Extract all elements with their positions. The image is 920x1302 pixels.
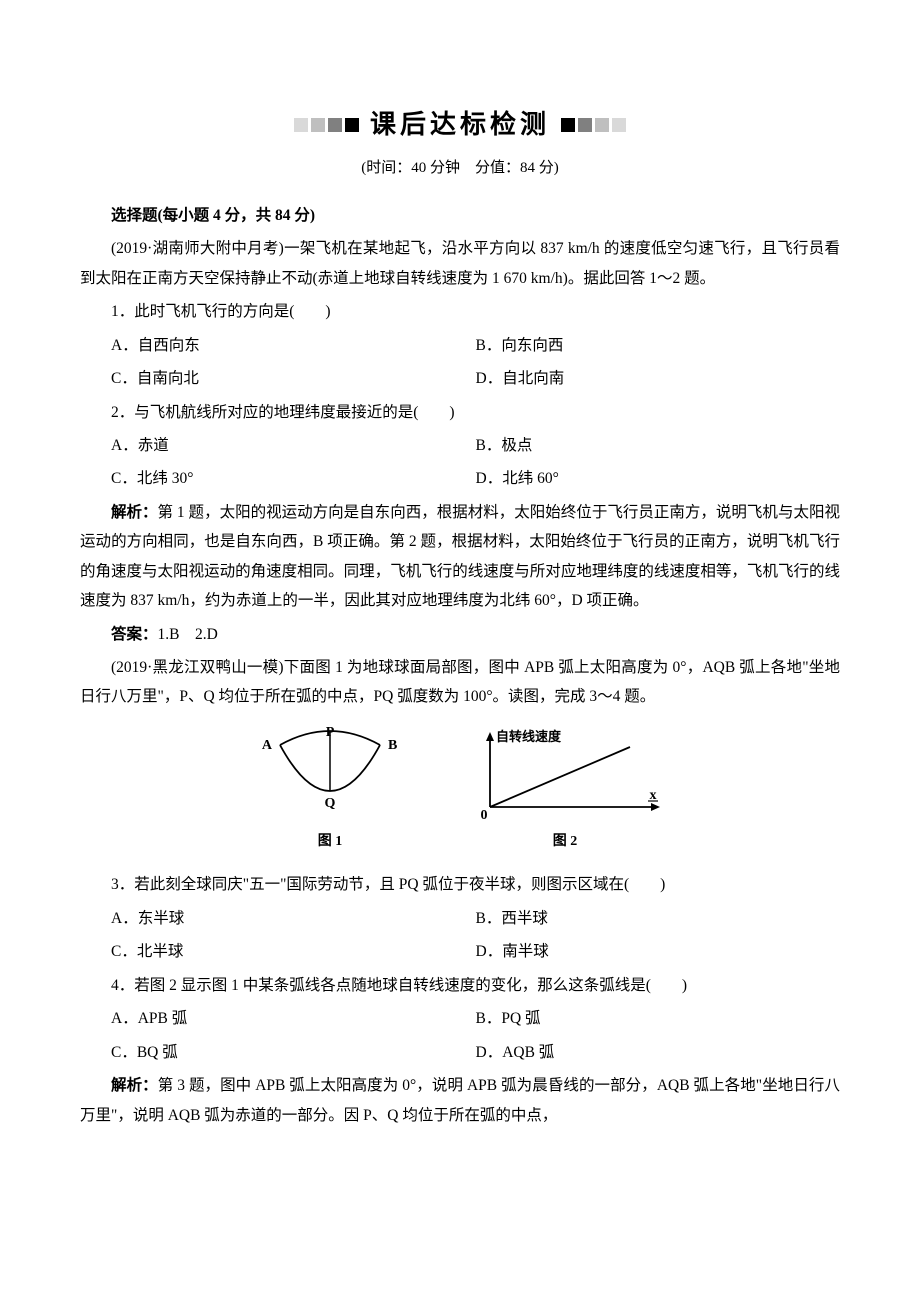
analysis-text: 第 3 题，图中 APB 弧上太阳高度为 0°，说明 APB 弧为晨昏线的一部分…: [80, 1077, 840, 1123]
q3-option-c: C．北半球: [111, 937, 476, 966]
q4-option-d: D．AQB 弧: [476, 1038, 841, 1067]
title-section: 课后达标检测: [80, 100, 840, 149]
fig2-xlabel: x: [650, 788, 657, 803]
passage1-answer: 答案：1.B 2.D: [80, 620, 840, 649]
figure1-svg: A B P Q: [250, 727, 410, 827]
section-heading: 选择题(每小题 4 分，共 84 分): [80, 201, 840, 230]
fig1-label-a: A: [262, 738, 273, 753]
title-decoration: 课后达标检测: [294, 100, 626, 149]
q4-option-b: B．PQ 弧: [476, 1004, 841, 1033]
q4-option-c: C．BQ 弧: [111, 1038, 476, 1067]
passage2-analysis: 解析：第 3 题，图中 APB 弧上太阳高度为 0°，说明 APB 弧为晨昏线的…: [80, 1071, 840, 1130]
q4-stem: 4．若图 2 显示图 1 中某条弧线各点随地球自转线速度的变化，那么这条弧线是(…: [80, 971, 840, 1000]
figure2-caption: 图 2: [553, 829, 578, 856]
fade-box-icon: [345, 118, 359, 132]
q1-options-row2: C．自南向北 D．自北向南: [80, 364, 840, 393]
q3-options-row2: C．北半球 D．南半球: [80, 937, 840, 966]
analysis-label: 解析：: [111, 504, 158, 521]
passage2-intro: (2019·黑龙江双鸭山一模)下面图 1 为地球球面局部图，图中 APB 弧上太…: [80, 653, 840, 712]
fade-box-icon: [612, 118, 626, 132]
q3-option-d: D．南半球: [476, 937, 841, 966]
q3-option-a: A．东半球: [111, 904, 476, 933]
q3-option-b: B．西半球: [476, 904, 841, 933]
q2-option-d: D．北纬 60°: [476, 464, 841, 493]
fade-box-icon: [311, 118, 325, 132]
q2-options-row1: A．赤道 B．极点: [80, 431, 840, 460]
fade-box-icon: [578, 118, 592, 132]
fade-box-icon: [561, 118, 575, 132]
passage1-analysis: 解析：第 1 题，太阳的视运动方向是自东向西，根据材料，太阳始终位于飞行员正南方…: [80, 498, 840, 616]
subtitle: (时间：40 分钟 分值：84 分): [80, 154, 840, 183]
q1-stem: 1．此时飞机飞行的方向是( ): [80, 297, 840, 326]
fig1-label-b: B: [388, 738, 397, 753]
q1-option-d: D．自北向南: [476, 364, 841, 393]
q4-options-row1: A．APB 弧 B．PQ 弧: [80, 1004, 840, 1033]
page-title: 课后达标检测: [370, 100, 550, 149]
q1-option-a: A．自西向东: [111, 331, 476, 360]
figure-container: A B P Q 图 1 自转线速度 0 x 图 2: [80, 727, 840, 856]
analysis-label: 解析：: [111, 1077, 158, 1094]
q2-option-b: B．极点: [476, 431, 841, 460]
q4-options-row2: C．BQ 弧 D．AQB 弧: [80, 1038, 840, 1067]
fig1-label-q: Q: [325, 796, 336, 811]
q1-option-b: B．向东向西: [476, 331, 841, 360]
q2-options-row2: C．北纬 30° D．北纬 60°: [80, 464, 840, 493]
passage1-intro: (2019·湖南师大附中月考)一架飞机在某地起飞，沿水平方向以 837 km/h…: [80, 234, 840, 293]
figure2-svg: 自转线速度 0 x: [460, 727, 670, 827]
figure-1: A B P Q 图 1: [250, 727, 410, 856]
fig1-label-p: P: [326, 727, 335, 740]
q2-option-a: A．赤道: [111, 431, 476, 460]
figure-2: 自转线速度 0 x 图 2: [460, 727, 670, 856]
q1-options-row1: A．自西向东 B．向东向西: [80, 331, 840, 360]
q1-option-c: C．自南向北: [111, 364, 476, 393]
fade-box-icon: [595, 118, 609, 132]
answer-label: 答案：: [111, 626, 158, 643]
q3-options-row1: A．东半球 B．西半球: [80, 904, 840, 933]
fade-box-icon: [328, 118, 342, 132]
fig2-origin: 0: [481, 808, 488, 823]
analysis-text: 第 1 题，太阳的视运动方向是自东向西，根据材料，太阳始终位于飞行员正南方，说明…: [80, 504, 840, 609]
q2-option-c: C．北纬 30°: [111, 464, 476, 493]
q2-stem: 2．与飞机航线所对应的地理纬度最接近的是( ): [80, 398, 840, 427]
answer-text: 1.B 2.D: [158, 626, 218, 643]
fade-box-icon: [294, 118, 308, 132]
q4-option-a: A．APB 弧: [111, 1004, 476, 1033]
fig2-ylabel: 自转线速度: [496, 729, 562, 744]
q3-stem: 3．若此刻全球同庆"五一"国际劳动节，且 PQ 弧位于夜半球，则图示区域在( ): [80, 870, 840, 899]
figure1-caption: 图 1: [318, 829, 343, 856]
